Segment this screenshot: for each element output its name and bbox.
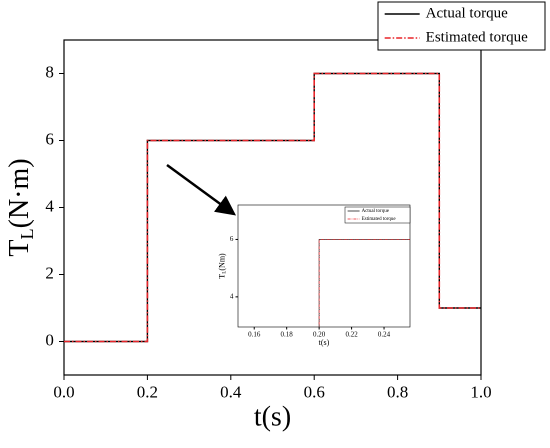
legend-box xyxy=(377,1,546,51)
x-tick-label: 0.18 xyxy=(281,331,294,339)
x-tick-label: 0.22 xyxy=(345,331,358,339)
y-tick-label: 4 xyxy=(230,292,234,300)
y-axis-label-part: T xyxy=(4,240,35,257)
y-tick-label: 4 xyxy=(45,196,54,215)
x-tick-label: 0.16 xyxy=(248,331,261,339)
plot-frame xyxy=(237,204,411,328)
y-axis-label: TL(N·m) xyxy=(4,158,37,256)
y-tick-label: 2 xyxy=(45,263,54,282)
y-tick-label: 0 xyxy=(45,330,54,349)
series-group xyxy=(318,239,410,327)
y-tick-label: 6 xyxy=(45,129,54,148)
y-axis-label: TL(Nm) xyxy=(217,253,227,279)
series-line xyxy=(318,239,410,327)
plot-frame xyxy=(63,39,482,376)
y-axis-label-part: L xyxy=(17,228,37,239)
x-tick-label: 0.2 xyxy=(137,383,158,402)
arrow xyxy=(166,163,237,216)
y-axis-label-part: (Nm) xyxy=(217,253,226,271)
x-tick-label: 0.24 xyxy=(378,331,391,339)
legend-label: Estimated torque xyxy=(426,29,528,45)
x-tick-label: 0.6 xyxy=(304,383,325,402)
y-axis-label-part: L xyxy=(221,271,227,274)
x-tick-label: 0.4 xyxy=(220,383,242,402)
legend-label: Actual torque xyxy=(362,209,390,214)
y-axis-label-part: T xyxy=(217,274,226,279)
series-line xyxy=(64,72,481,343)
legend-label: Actual torque xyxy=(426,5,508,21)
x-tick-label: 0.20 xyxy=(313,331,326,339)
y-tick-label: 6 xyxy=(230,235,234,243)
series-line xyxy=(64,72,481,343)
series-group xyxy=(64,72,481,343)
x-axis-label: t(s) xyxy=(254,401,291,432)
legend-label: Estimated torque xyxy=(362,217,397,222)
x-tick-label: 1.0 xyxy=(470,383,491,402)
x-axis-label: t(s) xyxy=(319,338,330,347)
legend-box xyxy=(344,206,411,224)
x-tick-label: 0.0 xyxy=(53,383,74,402)
y-axis-label-part: (N·m) xyxy=(4,158,35,228)
x-tick-label: 0.8 xyxy=(387,383,408,402)
y-tick-label: 8 xyxy=(45,62,54,81)
